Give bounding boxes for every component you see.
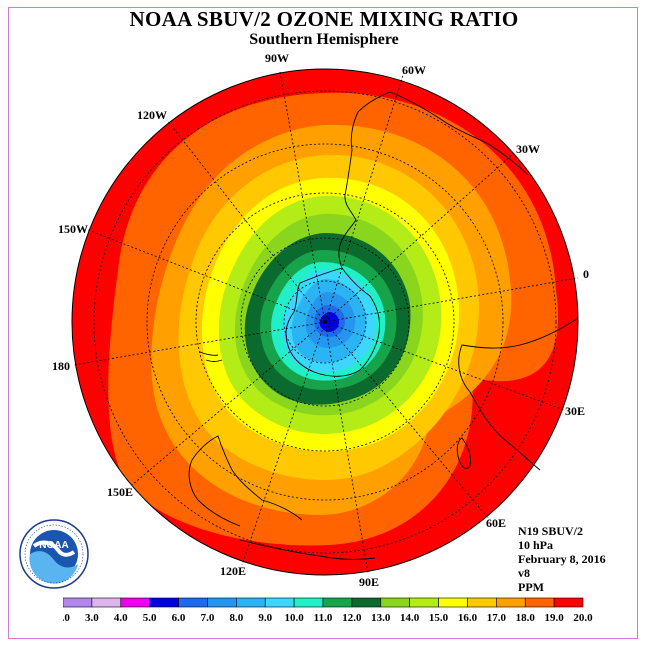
colorbar-label: 10.0	[284, 612, 304, 624]
graticule	[73, 71, 579, 574]
contour-5	[319, 312, 339, 332]
colorbar-swatch	[467, 597, 497, 608]
colorbar-swatches	[63, 597, 584, 608]
colorbar-label: 15.0	[429, 612, 449, 624]
colorbar-label: 4.0	[114, 612, 128, 624]
lon-label-60e: 60E	[486, 516, 506, 530]
colorbar-swatch	[236, 597, 266, 608]
colorbar-swatch	[553, 597, 584, 608]
ozone-contour-field	[72, 69, 578, 575]
colorbar-swatch	[409, 597, 439, 608]
lon-label-60w: 60W	[402, 63, 426, 77]
colorbar-label: 9.0	[258, 612, 272, 624]
colorbar-label: 17.0	[487, 612, 507, 624]
colorbar-label: 18.0	[516, 612, 536, 624]
pressure-level-label: 10 hPa	[518, 538, 554, 552]
page-subtitle: Southern Hemisphere	[249, 31, 399, 48]
lon-label-180: 180	[52, 359, 70, 373]
new-zealand-coastline	[199, 351, 223, 362]
version-label: v8	[518, 566, 530, 580]
colorbar-label: 7.0	[201, 612, 215, 624]
lon-label-30e: 30E	[565, 404, 585, 418]
units-label: PPM	[518, 580, 544, 594]
colorbar-label: 6.0	[172, 612, 186, 624]
coastlines	[188, 91, 579, 560]
colorbar-swatch	[264, 597, 295, 608]
longitude-labels: 90W 60W 30W 0 30E 60E 90E 120E 150E 180 …	[52, 51, 589, 589]
antarctica-coastline	[285, 267, 381, 377]
south-america-coastline	[344, 91, 529, 221]
colorbar: 2.0 3.0 4.0 5.0 6.0 7.0 8.0 9.0 10.0 11.0 12.0 13.0…	[63, 597, 593, 624]
colorbar-swatch	[178, 597, 208, 608]
satellite-label: N19 SBUV/2	[518, 524, 584, 538]
colorbar-label: 19.0	[544, 612, 564, 624]
colorbar-label: 5.0	[143, 612, 157, 624]
colorbar-swatch	[322, 597, 353, 608]
lon-label-90w: 90W	[265, 51, 289, 65]
date-label: February 8, 2016	[518, 552, 606, 566]
colorbar-label: 3.0	[85, 612, 99, 624]
page-title: NOAA SBUV/2 OZONE MIXING RATIO	[129, 7, 519, 31]
australia-coastline	[188, 435, 303, 527]
colorbar-swatch	[496, 597, 526, 608]
colorbar-label: 16.0	[458, 612, 478, 624]
colorbar-label: 2.0	[63, 612, 70, 624]
colorbar-swatch	[149, 597, 179, 608]
colorbar-label: 13.0	[371, 612, 391, 624]
lon-label-0: 0	[583, 267, 589, 281]
colorbar-swatch	[438, 597, 468, 608]
indonesia-coastline	[239, 539, 376, 560]
colorbar-label: 8.0	[229, 612, 243, 624]
colorbar-label: 11.0	[314, 612, 333, 624]
madagascar-coastline	[456, 437, 471, 469]
colorbar-swatch	[120, 597, 150, 608]
colorbar-swatch	[207, 597, 237, 608]
colorbar-swatch	[524, 597, 555, 608]
lon-label-150w: 150W	[58, 222, 88, 236]
colorbar-swatch	[63, 597, 93, 608]
lon-label-120w: 120W	[137, 108, 167, 122]
lon-label-120e: 120E	[220, 564, 246, 578]
africa-coastline	[458, 317, 579, 471]
noaa-logo: NOAA	[19, 519, 89, 589]
map-boundary	[71, 68, 579, 576]
info-block: N19 SBUV/2 10 hPa February 8, 2016 v8 PP…	[518, 524, 606, 594]
colorbar-label: 20.0	[573, 612, 593, 624]
colorbar-swatch	[380, 597, 410, 608]
lon-label-30w: 30W	[516, 142, 540, 156]
lon-label-150e: 150E	[107, 485, 133, 499]
colorbar-labels: 2.0 3.0 4.0 5.0 6.0 7.0 8.0 9.0 10.0 11.0 12.0 13.0…	[63, 612, 593, 624]
logo-text: NOAA	[39, 540, 68, 551]
colorbar-swatch	[293, 597, 324, 608]
colorbar-label: 14.0	[400, 612, 420, 624]
colorbar-swatch	[351, 597, 382, 608]
colorbar-swatch	[91, 597, 122, 608]
colorbar-label: 12.0	[342, 612, 362, 624]
lon-label-90e: 90E	[359, 575, 379, 589]
